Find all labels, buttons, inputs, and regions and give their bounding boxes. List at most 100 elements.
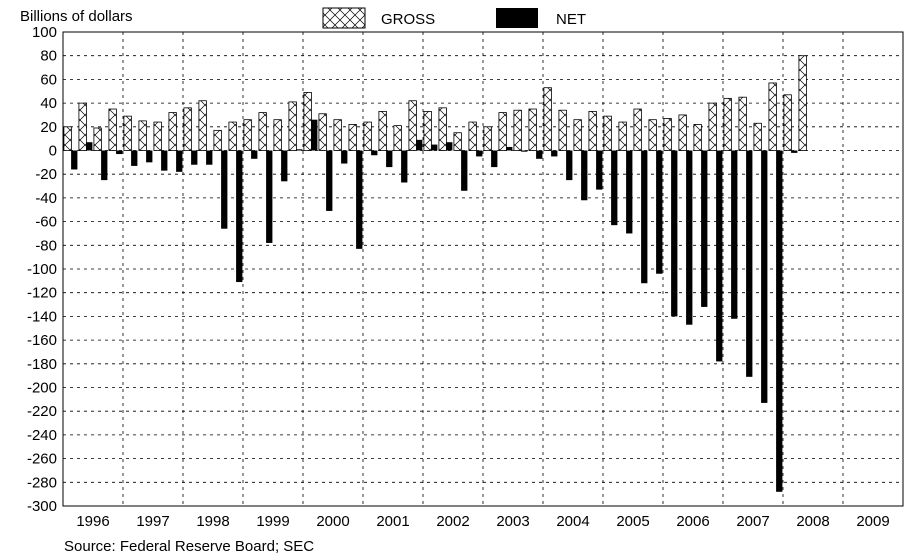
gross-bar [648,119,657,151]
gross-bar [153,121,162,151]
x-tick-label: 2003 [496,513,529,530]
y-tick-label: -220 [27,403,57,420]
net-bar [776,150,783,492]
x-tick-label: 2008 [796,513,829,530]
gross-bar [678,114,687,151]
gross-bar [558,109,567,151]
legend-swatch-net [496,8,538,28]
legend-label-net: NET [556,11,586,28]
net-bar [131,150,138,166]
x-tick-label: 1998 [196,513,229,530]
gross-bar [603,115,612,151]
gross-bar [618,121,627,151]
net-bar [551,150,558,157]
net-bar [401,150,408,183]
source-note: Source: Federal Reserve Board; SEC [64,538,314,555]
net-bar [71,150,78,170]
gross-bar [573,119,582,151]
gross-bar [663,118,672,151]
net-bar [581,150,588,201]
gross-bar [393,125,402,151]
gross-bar [348,124,357,151]
net-bar [686,150,693,325]
y-tick-label: -20 [35,166,57,183]
gross-bar [753,122,762,151]
net-bar [146,150,153,163]
net-bar [761,150,768,403]
gross-bar [138,120,147,151]
x-tick-label: 1997 [136,513,169,530]
gross-bar [498,112,507,151]
gross-bar [708,102,717,151]
net-bar [341,150,348,164]
legend-swatch-gross [322,7,366,29]
gross-bar [408,100,417,151]
gross-bar [633,108,642,151]
y-tick-label: -60 [35,214,57,231]
gross-bar [318,113,327,151]
y-tick-label: -160 [27,332,57,349]
net-bar [251,150,258,159]
net-bar [236,150,243,283]
net-bar [386,150,393,168]
gross-bar [378,110,387,151]
gross-bar [528,108,537,151]
net-bar [656,150,663,274]
net-bar [416,139,423,151]
net-bar [506,146,513,151]
net-bar [221,150,228,229]
y-tick-label: -40 [35,190,57,207]
gross-bar [303,92,312,151]
gross-bar [438,107,447,151]
net-bar [206,150,213,165]
y-tick-label: 100 [32,24,57,41]
y-tick-label: -260 [27,451,57,468]
y-tick-label: 0 [49,143,57,160]
x-tick-label: 2001 [376,513,409,530]
x-tick-label: 1999 [256,513,289,530]
gross-bar [723,97,732,151]
net-bar [266,150,273,243]
net-bar [191,150,198,165]
y-tick-label: -200 [27,380,57,397]
y-axis-label: Billions of dollars [20,8,133,25]
net-bar [701,150,708,307]
gross-bar [543,87,552,151]
gross-bar [228,121,237,151]
net-bar [566,150,573,181]
gross-bar [798,55,807,151]
y-tick-label: -120 [27,285,57,302]
net-bar [596,150,603,190]
net-bar [311,119,318,151]
net-bar [746,150,753,377]
x-tick-label: 2007 [736,513,769,530]
gross-bar [198,100,207,151]
gross-bar [258,112,267,151]
gross-bar [453,132,462,151]
net-bar [536,150,543,159]
net-bar [446,142,453,151]
gross-bar [108,108,117,151]
gross-bar [423,110,432,151]
net-bar [296,149,303,151]
gross-bar [213,129,222,151]
gross-bar [168,112,177,151]
gross-bar [363,121,372,151]
gross-bar [273,119,282,151]
net-bar [611,150,618,226]
net-bar [431,144,438,151]
net-bar [626,150,633,234]
plot-frame [62,31,904,507]
x-tick-label: 2002 [436,513,469,530]
net-bar [641,150,648,284]
net-bar [161,150,168,171]
net-bar [491,150,498,168]
x-tick-label: 2004 [556,513,589,530]
net-bar [281,150,288,182]
net-bar [371,150,378,156]
gross-bar [588,110,597,151]
net-bar [101,150,108,181]
net-bar [671,150,678,317]
gross-bar [783,94,792,151]
